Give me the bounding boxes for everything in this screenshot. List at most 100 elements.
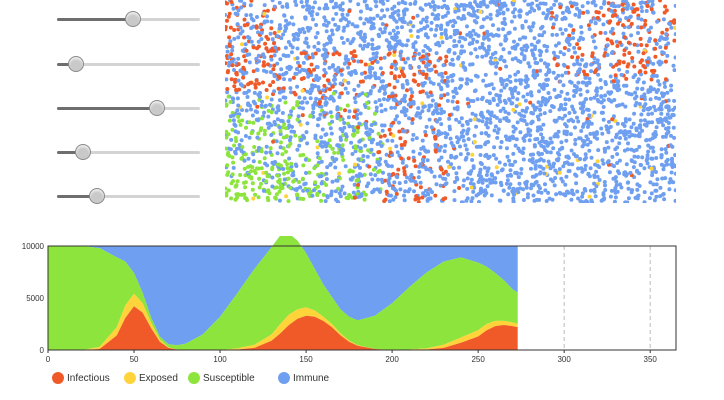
agent-dot	[350, 152, 355, 156]
agent-dot	[249, 107, 253, 112]
agent-dot	[268, 146, 273, 151]
agent-dot	[231, 113, 236, 118]
agent-dot	[242, 35, 247, 40]
agent-dot	[362, 197, 367, 202]
agent-dot	[662, 81, 667, 85]
agent-dot	[297, 69, 302, 74]
slider-thumb[interactable]	[124, 11, 141, 27]
slider-5[interactable]	[57, 186, 200, 206]
agent-dot	[297, 27, 302, 32]
slider-3[interactable]	[57, 98, 200, 118]
agent-dot	[303, 68, 308, 73]
agent-dot	[422, 104, 427, 109]
agent-dot	[670, 159, 675, 164]
agent-dot	[522, 56, 527, 61]
agent-dot	[257, 81, 261, 86]
agent-dot	[629, 6, 634, 11]
agent-dot	[417, 169, 422, 174]
agent-dot	[237, 87, 242, 92]
slider-4[interactable]	[57, 142, 200, 162]
agent-dot	[494, 2, 499, 7]
agent-dot	[464, 147, 469, 152]
agent-dot	[577, 11, 582, 16]
agent-dot	[229, 77, 234, 82]
agent-dot	[638, 69, 643, 74]
agent-dot	[262, 128, 267, 133]
agent-dot	[433, 16, 438, 21]
slider-track[interactable]	[57, 151, 200, 154]
agent-dot	[380, 8, 385, 13]
agent-dot	[617, 103, 622, 108]
agent-dot	[325, 165, 330, 170]
agent-dot	[268, 150, 273, 155]
agent-dot	[268, 102, 272, 107]
agent-dot	[482, 36, 486, 41]
agent-dot	[591, 39, 596, 44]
agent-dot	[289, 129, 294, 134]
agent-dot	[409, 34, 414, 38]
agent-dot	[313, 35, 318, 40]
agent-dot	[629, 33, 634, 38]
agent-dot	[250, 187, 255, 192]
agent-dot	[615, 152, 620, 157]
agent-dot	[236, 78, 241, 83]
agent-dot	[588, 131, 593, 136]
agent-dot	[487, 177, 492, 182]
agent-dot	[405, 88, 409, 93]
agent-dot	[535, 137, 540, 141]
agent-dot	[540, 151, 544, 156]
agent-dot	[528, 2, 533, 7]
agent-dot	[613, 119, 618, 124]
slider-thumb[interactable]	[149, 100, 166, 116]
agent-dot	[236, 103, 241, 108]
agent-dot	[495, 13, 500, 18]
agent-dot	[353, 100, 358, 105]
agent-dot	[270, 0, 275, 3]
agent-dot	[516, 146, 521, 151]
agent-dot	[536, 190, 541, 194]
agent-dot	[429, 27, 434, 32]
agent-dot	[275, 151, 280, 156]
agent-dot	[399, 69, 404, 74]
agent-dot	[342, 125, 347, 130]
agent-dot	[280, 111, 285, 115]
agent-dot	[657, 82, 662, 87]
slider-thumb[interactable]	[74, 144, 91, 160]
slider-track[interactable]	[57, 195, 200, 198]
agent-dot	[504, 64, 509, 69]
agent-dot	[410, 90, 415, 95]
agent-dot	[340, 12, 345, 17]
agent-dot	[456, 8, 461, 13]
agent-dot	[384, 38, 389, 43]
agent-dot	[495, 102, 500, 107]
agent-dot	[280, 152, 285, 157]
agent-dot	[599, 110, 604, 115]
agent-dot	[293, 0, 298, 4]
agent-dot	[363, 143, 368, 148]
agent-dot	[295, 46, 300, 51]
agent-dot	[632, 64, 637, 69]
agent-dot	[496, 27, 501, 32]
agent-dot	[386, 52, 391, 57]
agent-dot	[447, 113, 452, 117]
agent-dot	[264, 46, 269, 51]
agent-dot	[469, 169, 474, 174]
agent-dot	[611, 114, 616, 119]
agent-dot	[643, 22, 648, 27]
agent-dot	[296, 60, 300, 65]
slider-thumb[interactable]	[89, 188, 106, 204]
agent-dot	[227, 60, 232, 65]
slider-thumb[interactable]	[67, 56, 84, 72]
agent-dot	[445, 132, 450, 137]
slider-1[interactable]	[57, 9, 200, 29]
agent-dot	[474, 124, 479, 129]
agent-dot	[650, 173, 655, 178]
agent-dot	[486, 37, 491, 42]
agent-dot	[408, 87, 413, 92]
agent-dot	[626, 25, 631, 30]
agent-dot	[412, 56, 416, 61]
slider-2[interactable]	[57, 54, 200, 74]
slider-track[interactable]	[57, 63, 200, 66]
agent-dot	[286, 176, 291, 181]
agent-dot	[428, 68, 433, 73]
